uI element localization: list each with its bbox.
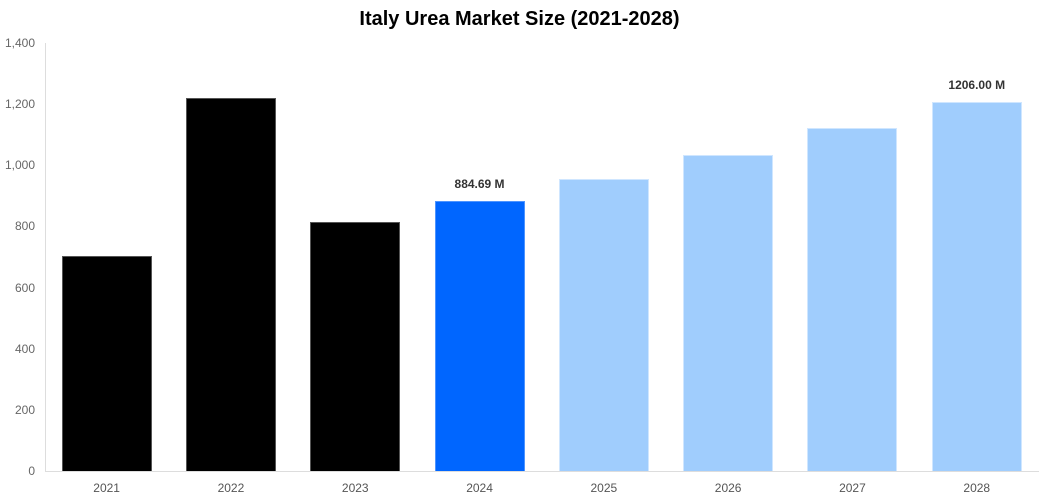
x-tick-label: 2023 (341, 481, 369, 495)
bar-2025[interactable] (558, 179, 649, 471)
y-tick-label: 600 (14, 280, 35, 295)
bar-2021[interactable] (61, 256, 152, 471)
x-tick-label: 2025 (590, 481, 618, 495)
data-label-2028: 1206.00 M (948, 78, 1006, 93)
y-tick-label: 400 (14, 341, 35, 356)
y-tick-label: 0 (28, 464, 35, 478)
bar-2026[interactable] (683, 154, 774, 471)
bar-2027[interactable] (807, 127, 898, 471)
x-tick-label: 2024 (466, 481, 493, 495)
x-tick-label: 2021 (93, 481, 120, 495)
y-tick-label: 800 (14, 219, 35, 234)
bar-2028[interactable] (931, 102, 1022, 471)
bar-2023[interactable] (310, 221, 401, 471)
x-tick-label: 2027 (839, 481, 866, 495)
x-axis-line (45, 471, 1039, 472)
x-tick-label: 2026 (714, 481, 742, 495)
data-label-2024: 884.69 M (454, 176, 505, 191)
y-tick-label: 1,400 (4, 36, 35, 50)
chart-title: Italy Urea Market Size (2021-2028) (359, 8, 680, 30)
x-tick-label: 2022 (217, 481, 245, 495)
y-tick-label: 200 (14, 402, 35, 417)
y-axis-line (45, 43, 46, 471)
bar-2022[interactable] (185, 98, 276, 471)
y-tick-label: 1,000 (4, 158, 35, 173)
x-tick-label: 2028 (963, 481, 991, 495)
bar-2024[interactable] (434, 200, 525, 471)
y-tick-label: 1,200 (4, 97, 35, 112)
